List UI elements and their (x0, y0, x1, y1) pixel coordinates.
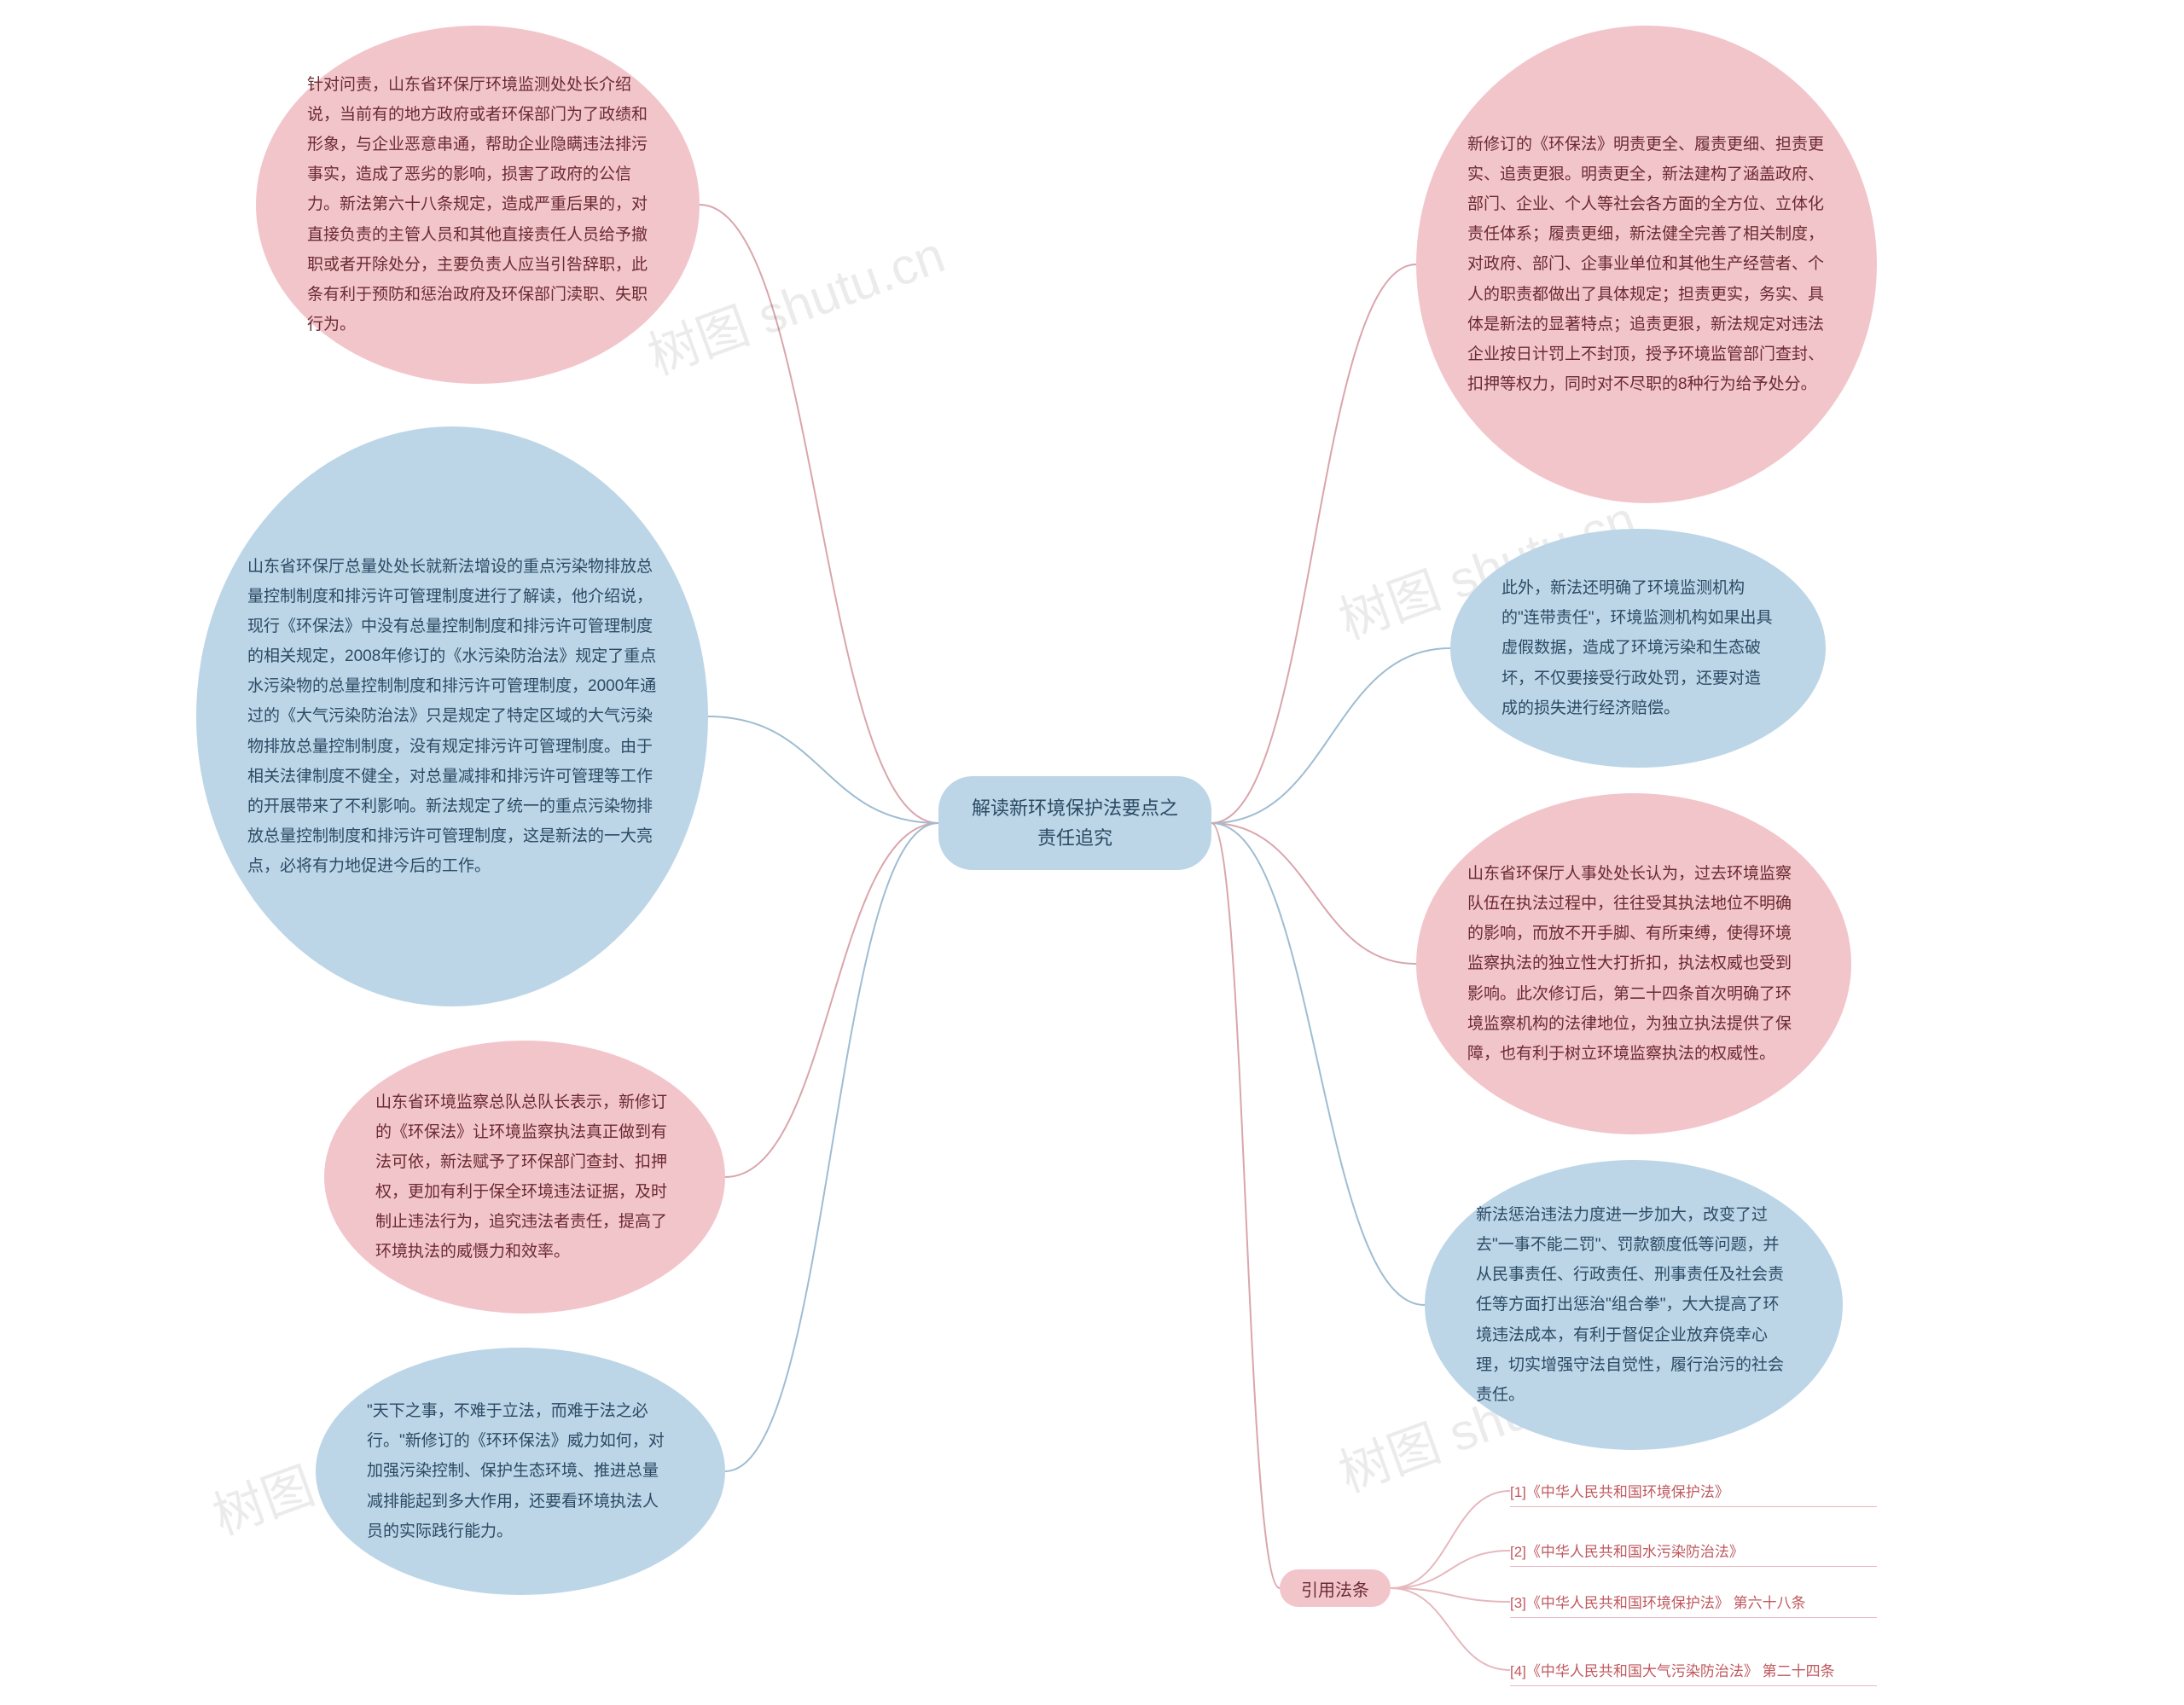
bubble-l3: 山东省环境监察总队总队长表示，新修订的《环保法》让环境监察执法真正做到有法可依，… (324, 1041, 725, 1314)
leaf-1: [2]《中华人民共和国水污染防治法》 (1510, 1535, 1877, 1569)
leaf-underline (1510, 1566, 1877, 1567)
leaf-0: [1]《中华人民共和国环境保护法》 (1510, 1476, 1877, 1509)
leaf-underline (1510, 1506, 1877, 1507)
leaf-text: [2]《中华人民共和国水污染防治法》 (1510, 1544, 1744, 1560)
leaf-underline (1510, 1617, 1877, 1618)
center-title: 解读新环境保护法要点之责任追究 (972, 793, 1178, 853)
bubble-l2: 山东省环保厅总量处处长就新法增设的重点污染物排放总量控制制度和排污许可管理制度进… (196, 426, 708, 1006)
leaf-2: [3]《中华人民共和国环境保护法》 第六十八条 (1510, 1586, 1877, 1620)
bubble-text: 针对问责，山东省环保厅环境监测处处长介绍说，当前有的地方政府或者环保部门为了政绩… (307, 70, 648, 339)
bubble-l4: "天下之事，不难于立法，而难于法之必行。"新修订的《环环保法》威力如何，对加强污… (316, 1348, 725, 1595)
bubble-l1: 针对问责，山东省环保厅环境监测处处长介绍说，当前有的地方政府或者环保部门为了政绩… (256, 26, 700, 384)
bubble-text: 山东省环境监察总队总队长表示，新修订的《环保法》让环境监察执法真正做到有法可依，… (375, 1087, 674, 1267)
bubble-r4: 新法惩治违法力度进一步加大，改变了过去"一事不能二罚"、罚款额度低等问题，并从民… (1425, 1160, 1843, 1450)
leaf-text: [4]《中华人民共和国大气污染防治法》 第二十四条 (1510, 1663, 1835, 1679)
ref-label-text: 引用法条 (1301, 1576, 1369, 1601)
ref-label: 引用法条 (1280, 1569, 1391, 1607)
bubble-text: 新修订的《环保法》明责更全、履责更细、担责更实、追责更狠。明责更全，新法建构了涵… (1467, 130, 1826, 399)
leaf-text: [3]《中华人民共和国环境保护法》 第六十八条 (1510, 1595, 1806, 1611)
center-node: 解读新环境保护法要点之责任追究 (938, 776, 1211, 870)
bubble-text: 此外，新法还明确了环境监测机构的"连带责任"，环境监测机构如果出具虚假数据，造成… (1502, 573, 1774, 723)
leaf-3: [4]《中华人民共和国大气污染防治法》 第二十四条 (1510, 1655, 1877, 1688)
bubble-text: "天下之事，不难于立法，而难于法之必行。"新修订的《环环保法》威力如何，对加强污… (367, 1396, 674, 1546)
bubble-r1: 新修订的《环保法》明责更全、履责更细、担责更实、追责更狠。明责更全，新法建构了涵… (1416, 26, 1877, 503)
bubble-text: 山东省环保厅总量处处长就新法增设的重点污染物排放总量控制制度和排污许可管理制度进… (247, 552, 657, 882)
bubble-text: 山东省环保厅人事处处长认为，过去环境监察队伍在执法过程中，往往受其执法地位不明确… (1467, 859, 1800, 1069)
bubble-r2: 此外，新法还明确了环境监测机构的"连带责任"，环境监测机构如果出具虚假数据，造成… (1450, 529, 1826, 768)
bubble-text: 新法惩治违法力度进一步加大，改变了过去"一事不能二罚"、罚款额度低等问题，并从民… (1476, 1200, 1792, 1410)
leaf-underline (1510, 1685, 1877, 1686)
leaf-text: [1]《中华人民共和国环境保护法》 (1510, 1484, 1729, 1500)
bubble-r3: 山东省环保厅人事处处长认为，过去环境监察队伍在执法过程中，往往受其执法地位不明确… (1416, 793, 1851, 1134)
